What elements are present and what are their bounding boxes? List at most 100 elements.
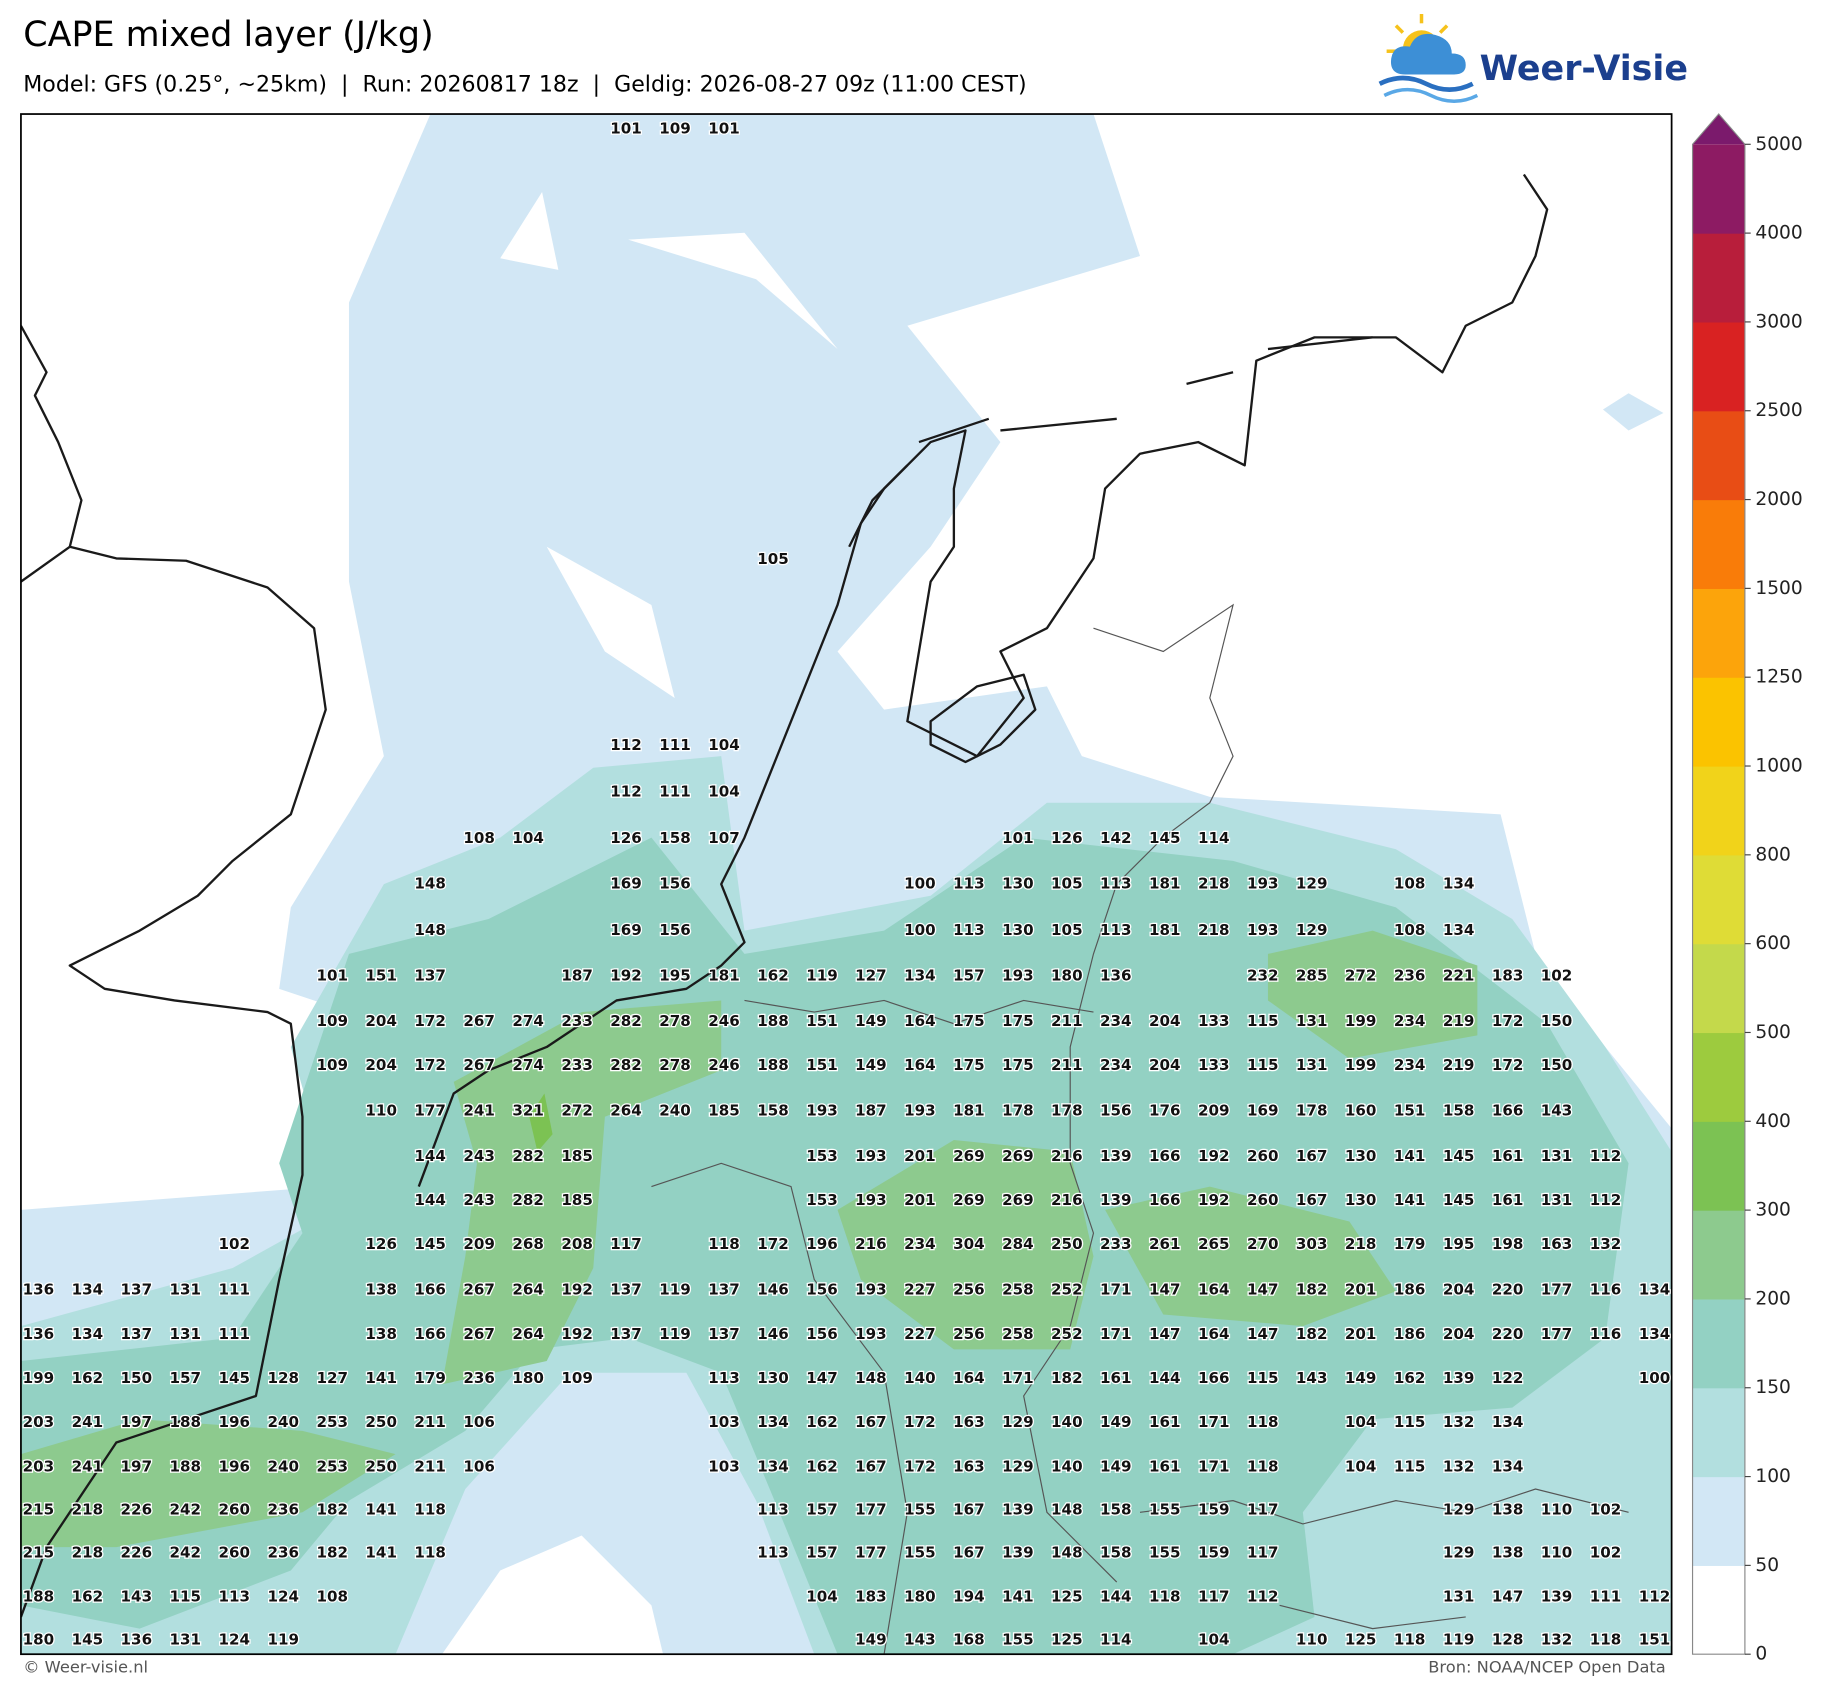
value-label: 218 xyxy=(1345,1235,1377,1253)
value-label: 177 xyxy=(855,1500,887,1518)
value-label: 278 xyxy=(659,1056,691,1074)
value-label: 136 xyxy=(23,1281,55,1299)
value-label: 155 xyxy=(904,1544,936,1562)
value-label: 178 xyxy=(1051,1101,1083,1119)
value-label: 111 xyxy=(659,783,691,801)
value-label: 140 xyxy=(904,1369,936,1387)
value-label: 264 xyxy=(512,1325,544,1343)
value-label: 211 xyxy=(414,1413,446,1431)
value-label: 118 xyxy=(708,1235,740,1253)
value-label: 188 xyxy=(170,1413,202,1431)
value-label: 115 xyxy=(1247,1369,1279,1387)
value-label: 201 xyxy=(1345,1325,1377,1343)
value-label: 161 xyxy=(1492,1147,1524,1165)
value-label: 129 xyxy=(1443,1500,1475,1518)
value-label: 172 xyxy=(904,1457,936,1475)
value-label: 100 xyxy=(904,921,936,939)
value-label: 151 xyxy=(806,1056,838,1074)
value-label: 108 xyxy=(316,1588,348,1606)
value-label: 209 xyxy=(463,1235,495,1253)
value-label: 144 xyxy=(1100,1588,1132,1606)
value-label: 201 xyxy=(1345,1281,1377,1299)
value-label: 236 xyxy=(267,1544,299,1562)
value-label: 145 xyxy=(1443,1191,1475,1209)
value-label: 176 xyxy=(1149,1101,1181,1119)
colorbar-segment xyxy=(1692,1298,1745,1389)
value-label: 167 xyxy=(953,1544,985,1562)
value-label: 246 xyxy=(708,1056,740,1074)
value-label: 201 xyxy=(904,1191,936,1209)
value-label: 153 xyxy=(806,1147,838,1165)
value-label: 138 xyxy=(365,1325,397,1343)
value-label: 162 xyxy=(806,1457,838,1475)
value-label: 110 xyxy=(1541,1544,1573,1562)
value-label: 171 xyxy=(1002,1369,1034,1387)
value-label: 193 xyxy=(855,1147,887,1165)
value-label: 234 xyxy=(1394,1012,1426,1030)
value-label: 118 xyxy=(1247,1413,1279,1431)
value-label: 109 xyxy=(659,120,691,138)
value-label: 267 xyxy=(463,1056,495,1074)
value-label: 201 xyxy=(904,1147,936,1165)
value-label: 119 xyxy=(659,1281,691,1299)
map xyxy=(20,114,1672,1655)
value-label: 132 xyxy=(1443,1413,1475,1431)
value-label: 145 xyxy=(72,1631,104,1649)
value-label: 236 xyxy=(463,1369,495,1387)
value-label: 150 xyxy=(121,1369,153,1387)
value-label: 227 xyxy=(904,1325,936,1343)
value-label: 131 xyxy=(1296,1012,1328,1030)
value-label: 153 xyxy=(806,1191,838,1209)
value-label: 260 xyxy=(219,1544,251,1562)
value-label: 158 xyxy=(1100,1544,1132,1562)
value-label: 226 xyxy=(121,1544,153,1562)
value-label: 137 xyxy=(708,1325,740,1343)
value-label: 137 xyxy=(610,1325,642,1343)
value-label: 196 xyxy=(806,1235,838,1253)
value-label: 160 xyxy=(1345,1101,1377,1119)
value-label: 159 xyxy=(1198,1544,1230,1562)
value-label: 204 xyxy=(1149,1056,1181,1074)
value-label: 272 xyxy=(561,1101,593,1119)
value-label: 209 xyxy=(1198,1101,1230,1119)
value-label: 129 xyxy=(1296,875,1328,893)
value-label: 220 xyxy=(1492,1281,1524,1299)
value-label: 211 xyxy=(1051,1012,1083,1030)
value-label: 140 xyxy=(1051,1457,1083,1475)
colorbar-tick-label: 0 xyxy=(1755,1644,1767,1665)
value-label: 155 xyxy=(1149,1544,1181,1562)
value-label: 171 xyxy=(1100,1325,1132,1343)
value-label: 114 xyxy=(1100,1631,1132,1649)
colorbar-tick-label: 2000 xyxy=(1755,489,1802,510)
value-label: 164 xyxy=(904,1012,936,1030)
value-label: 240 xyxy=(267,1413,299,1431)
value-label: 177 xyxy=(1541,1281,1573,1299)
value-label: 113 xyxy=(757,1544,789,1562)
value-label: 118 xyxy=(1247,1457,1279,1475)
value-label: 203 xyxy=(23,1413,55,1431)
value-label: 164 xyxy=(1198,1281,1230,1299)
colorbar-tick-label: 600 xyxy=(1755,933,1791,954)
value-label: 149 xyxy=(1100,1413,1132,1431)
value-label: 242 xyxy=(170,1500,202,1518)
value-label: 113 xyxy=(1100,875,1132,893)
value-label: 115 xyxy=(170,1588,202,1606)
value-label: 180 xyxy=(512,1369,544,1387)
value-label: 117 xyxy=(1247,1500,1279,1518)
value-label: 270 xyxy=(1247,1235,1279,1253)
value-label: 172 xyxy=(1492,1056,1524,1074)
value-label: 106 xyxy=(463,1413,495,1431)
value-label: 242 xyxy=(170,1544,202,1562)
value-label: 148 xyxy=(1051,1500,1083,1518)
value-label: 185 xyxy=(561,1147,593,1165)
value-label: 157 xyxy=(806,1544,838,1562)
value-label: 303 xyxy=(1296,1235,1328,1253)
value-label: 166 xyxy=(414,1325,446,1343)
value-label: 115 xyxy=(1247,1012,1279,1030)
value-label: 192 xyxy=(561,1281,593,1299)
value-label: 243 xyxy=(463,1191,495,1209)
value-label: 134 xyxy=(757,1413,789,1431)
value-label: 181 xyxy=(953,1101,985,1119)
value-label: 264 xyxy=(610,1101,642,1119)
